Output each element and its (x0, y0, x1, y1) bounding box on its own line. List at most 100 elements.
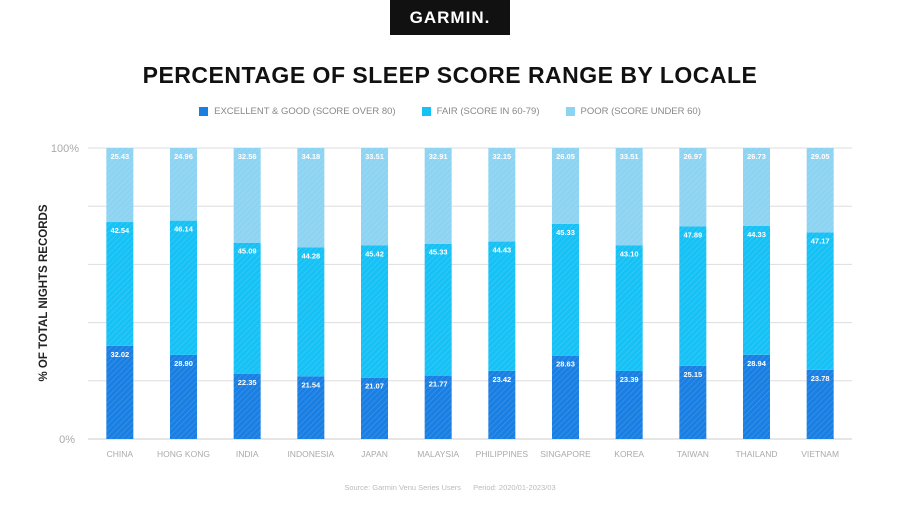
data-label: 21.07 (365, 382, 384, 391)
x-tick-label: PHILIPPINES (476, 449, 529, 459)
legend: EXCELLENT & GOOD (SCORE OVER 80) FAIR (S… (0, 106, 900, 117)
data-label: 25.43 (110, 152, 129, 161)
bar-hatch (106, 345, 134, 439)
legend-swatch (199, 107, 209, 116)
data-label: 26.97 (683, 152, 702, 161)
source-text: Source: Garmin Venu Series Users (344, 483, 462, 492)
data-label: 29.05 (811, 152, 830, 161)
data-label: 46.14 (174, 225, 194, 234)
bar-hatch (233, 148, 261, 243)
data-label: 47.89 (683, 230, 702, 239)
bar-hatch (488, 241, 516, 371)
bar-hatch (806, 148, 834, 233)
bar-hatch (743, 354, 770, 439)
bar-hatch (615, 370, 643, 439)
x-tick-label: JAPAN (361, 449, 388, 459)
legend-label: POOR (SCORE UNDER 60) (580, 106, 701, 117)
data-label: 21.54 (301, 380, 321, 389)
bar-hatch (361, 245, 388, 378)
data-label: 32.56 (238, 152, 257, 161)
legend-swatch (565, 107, 575, 116)
bar-hatch (233, 373, 261, 439)
data-label: 28.90 (174, 359, 193, 368)
legend-label: EXCELLENT & GOOD (SCORE OVER 80) (214, 106, 396, 117)
bar-hatch (743, 148, 770, 226)
legend-swatch (421, 107, 431, 116)
bar-hatch (297, 376, 325, 439)
data-label: 24.96 (174, 152, 193, 161)
bar-hatch (806, 369, 834, 439)
data-label: 44.43 (492, 246, 511, 255)
bar-hatch (552, 223, 579, 356)
bar-hatch (679, 226, 707, 366)
data-label: 45.33 (429, 248, 448, 257)
x-tick-label: INDONESIA (287, 449, 334, 459)
data-label: 26.73 (747, 152, 766, 161)
legend-item-fair: FAIR (SCORE IN 60-79) (421, 106, 540, 117)
bar-hatch (361, 377, 388, 439)
bar-hatch (488, 370, 516, 439)
bar-hatch (361, 148, 388, 246)
bar-hatch (488, 148, 516, 242)
bar-hatch (297, 148, 325, 248)
bar-hatch (106, 222, 134, 346)
bar-hatch (743, 225, 770, 355)
bar-hatch (233, 242, 261, 374)
period-text: Period: 2020/01-2023/03 (473, 483, 556, 492)
garmin-logo: GARMIN. (390, 0, 510, 35)
legend-item-poor: POOR (SCORE UNDER 60) (565, 106, 701, 117)
data-label: 45.33 (556, 228, 575, 237)
data-label: 44.33 (747, 230, 766, 239)
data-label: 25.15 (683, 370, 702, 379)
data-label: 26.05 (556, 152, 575, 161)
x-tick-label: MALAYSIA (417, 449, 459, 459)
x-tick-label: INDIA (236, 449, 259, 459)
bar-hatch (297, 247, 325, 377)
data-label: 33.51 (365, 152, 384, 161)
y-tick-label: 0% (59, 434, 75, 446)
x-tick-label: SINGAPORE (540, 449, 591, 459)
chart-title: PERCENTAGE OF SLEEP SCORE RANGE BY LOCAL… (142, 62, 758, 88)
data-label: 45.09 (238, 247, 257, 256)
data-label: 42.54 (110, 226, 130, 235)
bar-hatch (170, 148, 197, 221)
data-label: 21.77 (429, 380, 448, 389)
data-label: 28.94 (747, 359, 767, 368)
data-label: 23.42 (492, 375, 511, 384)
bar-hatch (679, 365, 707, 439)
y-tick-label: 100% (51, 143, 79, 155)
data-label: 23.78 (811, 374, 830, 383)
x-tick-label: KOREA (614, 449, 644, 459)
x-tick-label: THAILAND (735, 449, 777, 459)
bar-hatch (106, 148, 134, 223)
data-label: 22.35 (238, 378, 257, 387)
data-label: 44.28 (301, 251, 320, 260)
y-axis-label: % OF TOTAL NIGHTS RECORDS (38, 204, 50, 381)
x-tick-label: CHINA (107, 449, 134, 459)
bar-hatch (424, 375, 452, 439)
data-label: 47.17 (811, 237, 830, 246)
data-label: 32.15 (492, 152, 511, 161)
legend-item-excellent: EXCELLENT & GOOD (SCORE OVER 80) (199, 106, 396, 117)
data-label: 33.51 (620, 152, 639, 161)
bar-hatch (424, 243, 452, 376)
data-label: 28.63 (556, 360, 575, 369)
bar-hatch (552, 355, 579, 439)
data-label: 45.42 (365, 250, 384, 259)
bar-hatch (806, 232, 834, 370)
bar-hatch (679, 147, 707, 227)
bar-hatch (552, 147, 579, 224)
data-label: 34.18 (301, 152, 320, 161)
bar-hatch (424, 147, 452, 244)
x-tick-label: VIETNAM (801, 449, 839, 459)
data-label: 23.39 (620, 375, 639, 384)
x-tick-label: TAIWAN (677, 449, 709, 459)
legend-label: FAIR (SCORE IN 60-79) (436, 106, 540, 117)
data-label: 32.02 (110, 350, 129, 359)
bar-hatch (170, 220, 197, 355)
bar-hatch (615, 148, 643, 246)
data-label: 32.91 (429, 152, 448, 161)
source-note: Source: Garmin Venu Series Users Period: … (0, 483, 900, 492)
bar-hatch (615, 245, 643, 371)
